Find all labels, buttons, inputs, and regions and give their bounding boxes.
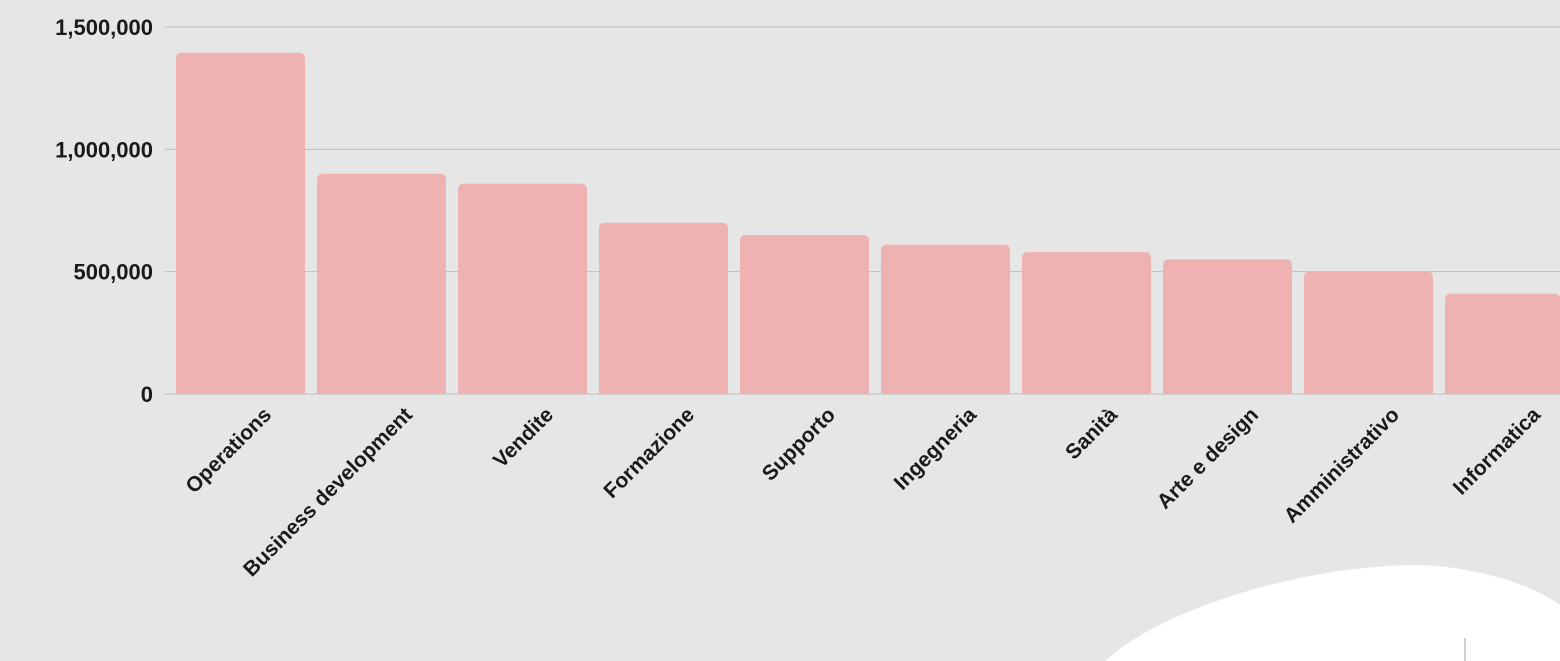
bar [317,173,446,394]
bar [1304,271,1433,394]
y-tick-label: 0 [141,382,153,407]
bar [176,52,305,394]
y-tick-label: 1,500,000 [55,15,153,40]
bar [1022,252,1151,394]
x-category-label: Sanità [1061,403,1122,464]
x-category-label: Operations [181,403,276,498]
bar [599,222,728,394]
x-category-label: Informatica [1449,403,1546,500]
x-category-label: Supporto [758,403,840,485]
bars [176,52,1560,394]
bar [1163,259,1292,394]
x-category-label: Ingegneria [890,403,982,495]
x-category-label: Amministrativo [1280,403,1404,527]
bar [740,234,869,394]
bar [881,244,1010,394]
white-overlay-shape [1105,565,1560,661]
x-category-label: Business development [239,403,417,581]
y-tick-label: 500,000 [73,260,153,285]
y-tick-label: 1,000,000 [55,137,153,162]
x-category-label: Vendite [489,403,558,472]
bar [458,183,587,394]
bar [1445,293,1560,394]
y-axis-ticks: 0 500,000 1,000,000 1,500,000 [55,15,153,407]
x-category-label: Arte e design [1153,403,1263,513]
x-category-label: Formazione [599,403,699,503]
